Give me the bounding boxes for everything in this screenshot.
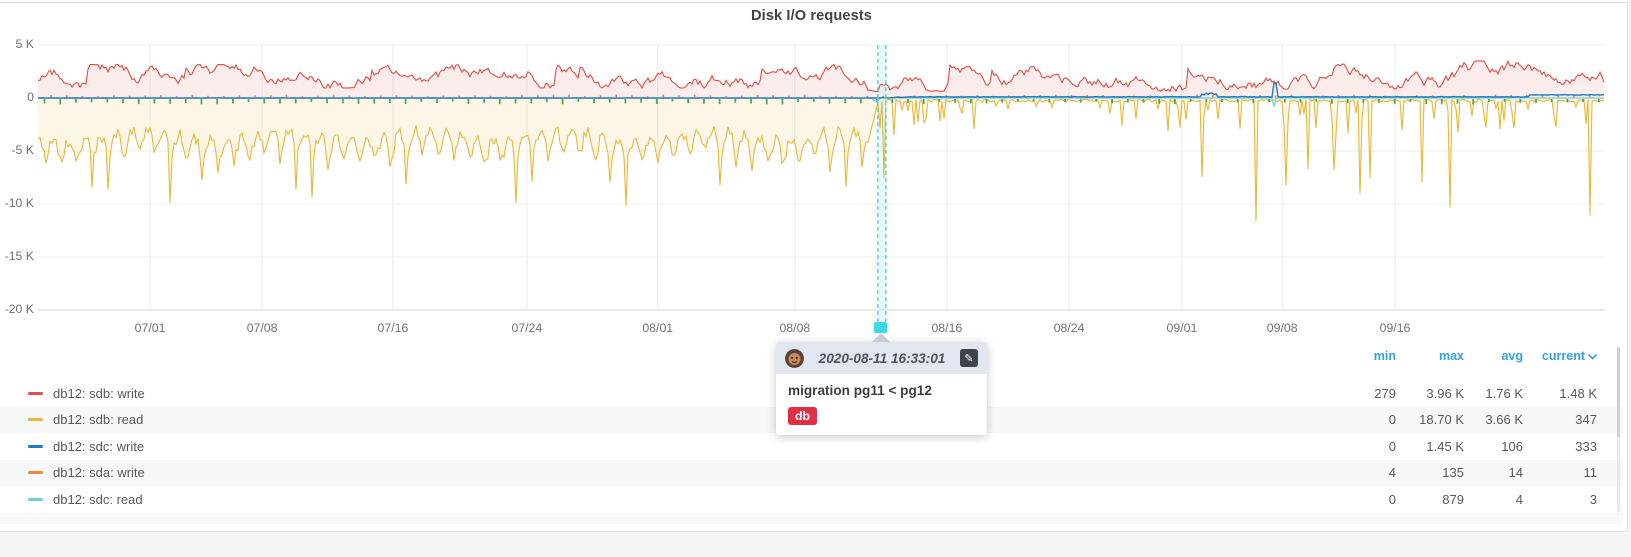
legend-row: db12: sdb: write 279 3.96 K 1.76 K 1.48 … (0, 380, 1623, 407)
legend-row: db12: sdc: write 0 1.45 K 106 333 (0, 433, 1623, 460)
series-color-dash (28, 444, 43, 448)
legend-row: db12: sdc: read 0 879 4 3 (0, 486, 1623, 513)
series-min: 0 (1388, 438, 1396, 454)
pencil-icon: ✎ (964, 352, 974, 365)
legend-sort-avg[interactable]: avg (1501, 349, 1523, 363)
edit-annotation-button[interactable]: ✎ (960, 349, 978, 367)
series-avg: 14 (1508, 465, 1523, 481)
series-avg: 106 (1501, 438, 1523, 454)
y-tick-label: -15 K (4, 249, 34, 263)
series-current: 347 (1575, 412, 1597, 428)
legend-header-row: min max avg current (0, 347, 1623, 365)
x-tick-label: 08/24 (1053, 321, 1085, 335)
series-min: 0 (1388, 412, 1396, 428)
annotation-marker[interactable] (874, 322, 887, 333)
tooltip-caret (872, 333, 890, 342)
series-avg: 3.66 K (1485, 412, 1523, 428)
x-tick-label: 07/01 (134, 321, 166, 335)
series-max: 879 (1442, 491, 1464, 507)
y-tick-label: 0 (27, 90, 34, 104)
series-label[interactable]: db12: sdc: read (53, 491, 143, 507)
legend-scrollbar-thumb[interactable] (1617, 347, 1620, 437)
series-current: 333 (1575, 438, 1597, 454)
legend-sort-current[interactable]: current (1523, 349, 1597, 363)
series-label[interactable]: db12: sdb: read (53, 412, 144, 428)
series-color-dash (28, 471, 43, 475)
legend-sort-max[interactable]: max (1438, 349, 1464, 363)
x-tick-label: 08/16 (931, 321, 963, 335)
x-tick-label: 08/01 (642, 321, 674, 335)
legend-sort-min[interactable]: min (1373, 349, 1396, 363)
x-tick-label: 09/16 (1379, 321, 1411, 335)
series-color-dash (28, 418, 43, 422)
series-avg: 4 (1515, 491, 1523, 507)
series-color-dash (28, 391, 43, 395)
annotation-tag-badge[interactable]: db (788, 407, 818, 425)
series-label[interactable]: db12: sdc: write (53, 438, 145, 454)
timeseries-chart[interactable] (0, 0, 1631, 345)
x-tick-label: 07/16 (377, 321, 409, 335)
series-max: 18.70 K (1419, 412, 1464, 428)
series-current: 3 (1589, 491, 1597, 507)
series-max: 3.96 K (1426, 385, 1464, 401)
annotation-timestamp: 2020-08-11 16:33:01 (818, 350, 946, 366)
series-current: 1.48 K (1559, 385, 1597, 401)
series-label[interactable]: db12: sda: write (53, 465, 145, 481)
avatar (785, 348, 804, 368)
series-min: 279 (1374, 385, 1396, 401)
annotation-text: migration pg11 < pg12 (788, 383, 932, 398)
series-avg: 1.76 K (1485, 385, 1523, 401)
series-max: 1.45 K (1426, 438, 1464, 454)
series-max: 135 (1442, 465, 1464, 481)
legend-row-partial (0, 512, 1623, 524)
legend-row: db12: sda: write 4 135 14 11 (0, 459, 1623, 486)
annotation-tooltip: 2020-08-11 16:33:01 ✎ migration pg11 < p… (776, 333, 987, 435)
x-tick-label: 07/24 (511, 321, 543, 335)
disk-io-panel (0, 2, 1628, 532)
series-min: 0 (1388, 491, 1396, 507)
x-tick-label: 09/08 (1266, 321, 1298, 335)
page-top-strip (0, 0, 1631, 2)
series-min: 4 (1388, 465, 1396, 481)
series-color-dash (28, 497, 43, 501)
series-label[interactable]: db12: sdb: write (53, 385, 145, 401)
series-current: 11 (1583, 465, 1598, 481)
y-tick-label: 5 K (15, 37, 34, 51)
x-tick-label: 09/01 (1166, 321, 1198, 335)
y-tick-label: -5 K (11, 143, 34, 157)
x-tick-label: 08/08 (779, 321, 811, 335)
chevron-down-icon (1588, 349, 1597, 363)
x-tick-label: 07/08 (246, 321, 278, 335)
tooltip-body: migration pg11 < pg12 db (776, 374, 987, 435)
y-tick-label: -20 K (4, 302, 34, 316)
panel-title[interactable]: Disk I/O requests (751, 8, 872, 24)
tooltip-header: 2020-08-11 16:33:01 ✎ (776, 342, 987, 374)
y-tick-label: -10 K (4, 196, 34, 210)
